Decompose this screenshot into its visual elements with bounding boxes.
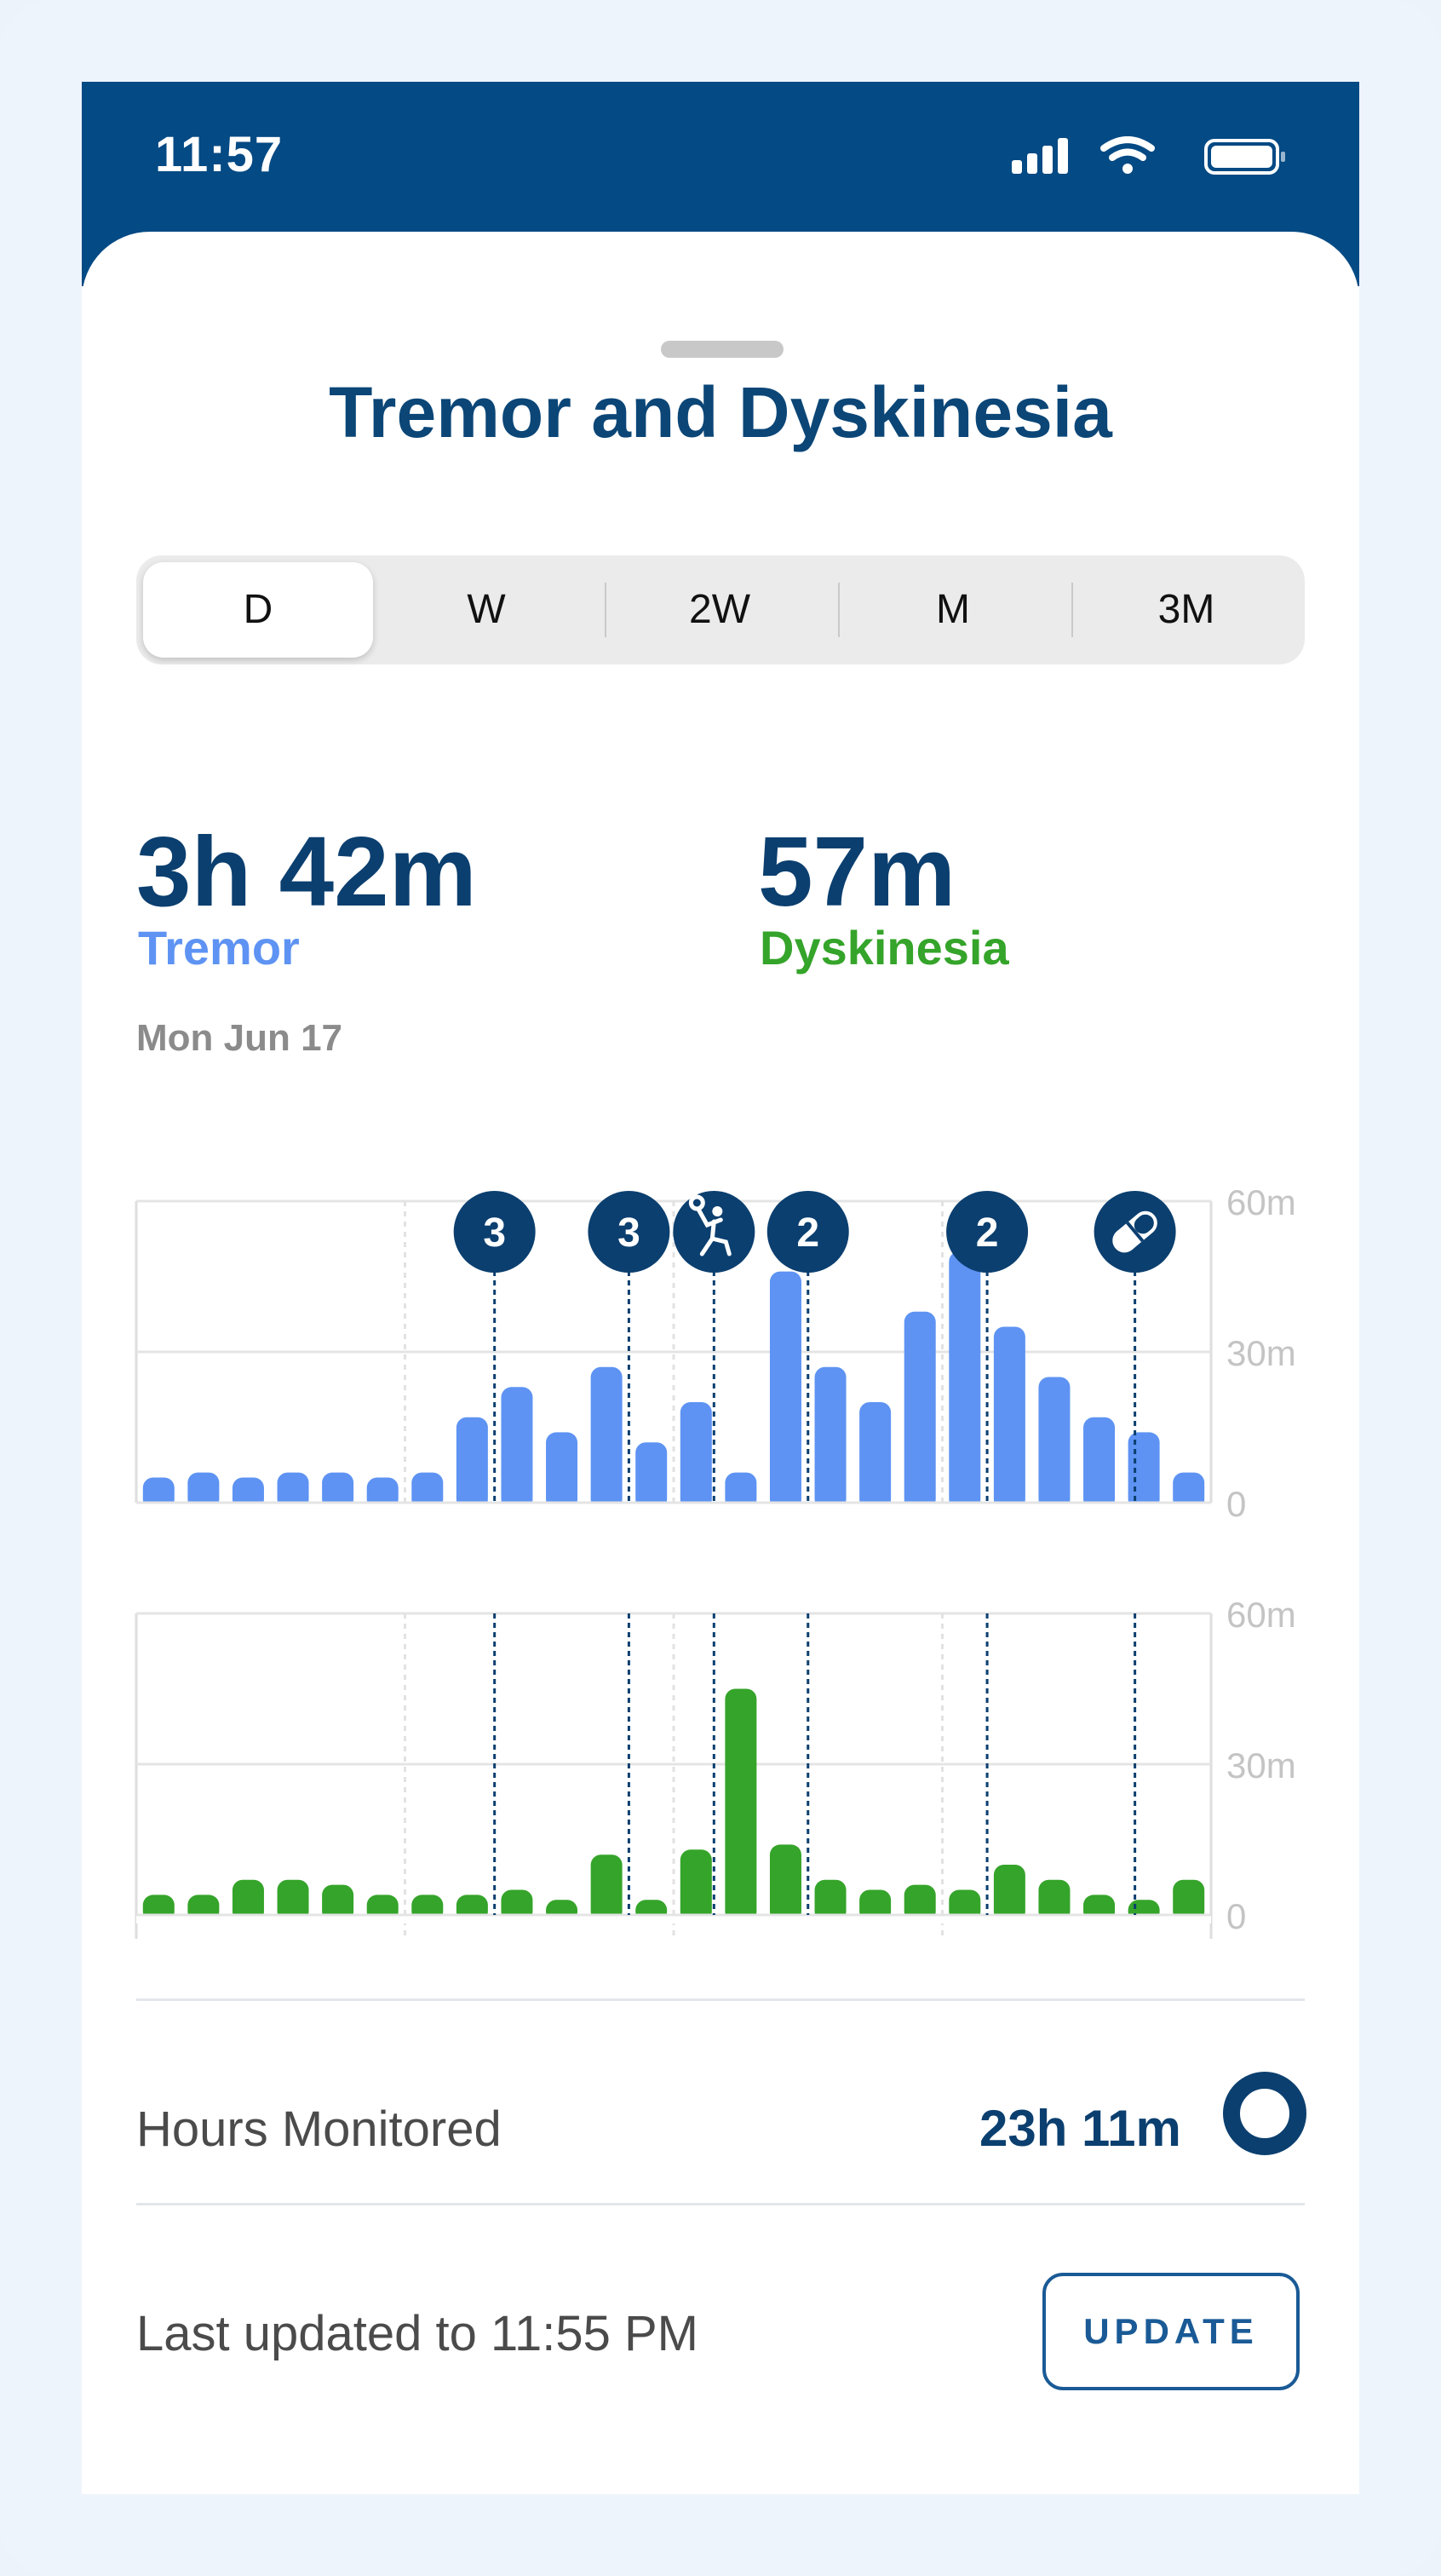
tab-three-months[interactable]: 3M (1157, 587, 1215, 632)
event-count-label: 3 (483, 1210, 506, 1256)
tab-week[interactable]: W (467, 587, 506, 632)
x-tick-label: 6 (953, 1934, 973, 1939)
event-marker[interactable] (453, 1191, 536, 1273)
tremor-bar[interactable] (769, 1271, 801, 1509)
page-title: Tremor and Dyskinesia (329, 372, 1112, 452)
signal-icon (1012, 138, 1068, 174)
tremor-bar[interactable] (277, 1472, 309, 1509)
divider (136, 2203, 1305, 2205)
x-tick-label: 12 PM (684, 1934, 787, 1939)
tremor-y-tick-label: 0 (1226, 1484, 1246, 1524)
event-marker[interactable] (588, 1191, 670, 1273)
x-tick-label: 6 (416, 1934, 435, 1939)
tremor-bar[interactable] (1038, 1377, 1071, 1510)
dyskinesia-bar[interactable] (1038, 1879, 1071, 1922)
dyskinesia-bar[interactable] (680, 1849, 712, 1922)
dyskinesia-y-tick-label: 30m (1226, 1745, 1296, 1785)
segment-divider (605, 583, 606, 637)
phone-screen: 11:57 (82, 82, 1359, 2494)
tremor-bar[interactable] (322, 1472, 354, 1509)
tab-two-weeks[interactable]: 2W (689, 587, 750, 632)
exercise-icon (688, 1194, 732, 1256)
tremor-bar[interactable] (590, 1366, 623, 1509)
segment-divider (1071, 583, 1073, 637)
tremor-bar[interactable] (904, 1311, 936, 1509)
dyskinesia-bar[interactable] (322, 1884, 354, 1922)
tremor-bar[interactable] (725, 1472, 757, 1509)
dyskinesia-label: Dyskinesia (760, 921, 1009, 975)
tremor-bar[interactable] (1083, 1417, 1116, 1509)
x-tick-label: 12 AM (146, 1934, 248, 1939)
tremor-y-tick-label: 60m (1226, 1182, 1296, 1222)
status-icons (1012, 136, 1293, 179)
tremor-y-tick-label: 30m (1226, 1333, 1296, 1373)
pill-icon (1112, 1210, 1157, 1253)
last-updated-text: Last updated to 11:55 PM (136, 2306, 698, 2361)
tremor-bar[interactable] (814, 1366, 847, 1509)
tremor-dyskinesia-chart[interactable]: 60m 30m 0 60m 30m 0 12 AM 6 12 PM 6 3 3 2 2 (82, 82, 1359, 1939)
tremor-bar[interactable] (1128, 1432, 1160, 1509)
hours-monitored-label: Hours Monitored (136, 2102, 502, 2157)
update-button[interactable]: UPDATE (1042, 2273, 1300, 2390)
tab-day[interactable]: D (143, 562, 373, 658)
tremor-bar[interactable] (1173, 1472, 1205, 1509)
dyskinesia-bar[interactable] (814, 1879, 847, 1922)
tremor-bar[interactable] (680, 1402, 712, 1509)
tremor-bar[interactable] (501, 1387, 533, 1509)
chart-baseline-mask (136, 1915, 1211, 1923)
dyskinesia-bar[interactable] (232, 1879, 264, 1922)
dyskinesia-y-tick-label: 0 (1226, 1896, 1246, 1936)
hours-monitored-value: 23h 11m (979, 2100, 1181, 2157)
tremor-bar[interactable] (187, 1472, 220, 1509)
dyskinesia-bar[interactable] (769, 1844, 801, 1922)
chart-baseline-mask (136, 1503, 1211, 1511)
event-count-label: 2 (796, 1210, 819, 1256)
tremor-bar[interactable] (546, 1432, 578, 1509)
sheet-grabber[interactable] (661, 341, 784, 358)
event-count-label: 2 (976, 1210, 999, 1256)
tremor-total: 3h 42m (136, 816, 477, 927)
event-marker[interactable] (946, 1191, 1029, 1273)
dyskinesia-bar[interactable] (904, 1884, 936, 1922)
tremor-bar[interactable] (411, 1472, 444, 1509)
tremor-bar[interactable] (949, 1251, 981, 1509)
tremor-bar[interactable] (456, 1417, 488, 1509)
dyskinesia-total: 57m (758, 816, 956, 927)
tremor-bar[interactable] (993, 1326, 1025, 1510)
dyskinesia-bar[interactable] (277, 1879, 309, 1922)
dyskinesia-bar[interactable] (993, 1865, 1025, 1922)
wifi-icon (1100, 136, 1155, 174)
dyskinesia-bar[interactable] (725, 1688, 757, 1923)
monitoring-ring-icon (1223, 2072, 1306, 2155)
segment-divider (838, 583, 840, 637)
tremor-label: Tremor (138, 921, 300, 975)
dyskinesia-bar[interactable] (590, 1854, 623, 1922)
tab-month[interactable]: M (936, 587, 970, 632)
event-count-label: 3 (617, 1210, 640, 1256)
tremor-bar[interactable] (859, 1402, 892, 1509)
battery-icon (1204, 139, 1285, 175)
status-time: 11:57 (155, 127, 284, 182)
divider (136, 1998, 1305, 2001)
dyskinesia-y-tick-label: 60m (1226, 1595, 1296, 1635)
tremor-bar[interactable] (635, 1442, 668, 1509)
dyskinesia-bar[interactable] (1173, 1879, 1205, 1922)
event-marker[interactable] (766, 1191, 849, 1273)
chart-date: Mon Jun 17 (136, 1017, 343, 1059)
range-segmented-control: D W 2W M 3M (136, 555, 1305, 664)
